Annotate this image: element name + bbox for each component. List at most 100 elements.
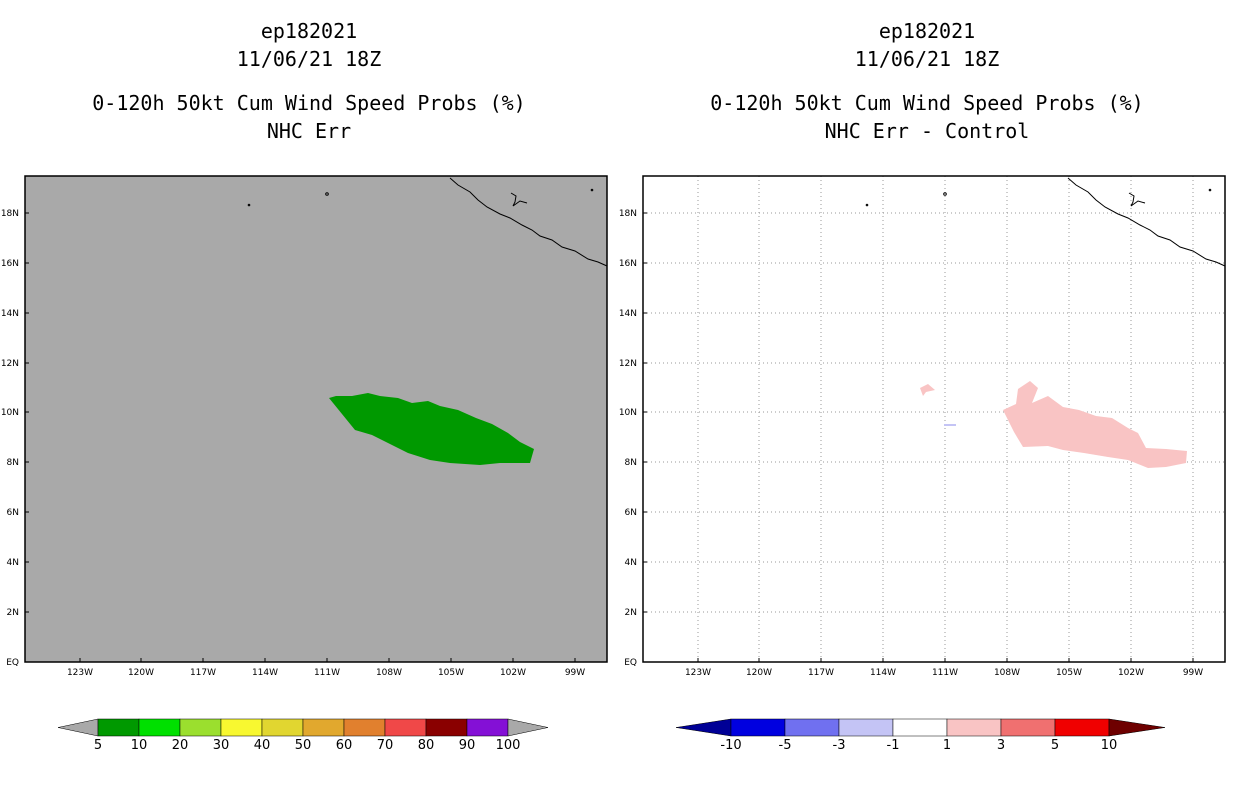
right-lat-label: 4N (625, 558, 637, 568)
right-difference-region-negative (944, 424, 956, 426)
left-colorbar-swatch (343, 718, 386, 737)
left-colorbar-label: 30 (213, 738, 230, 753)
left-colorbar-label: 90 (459, 738, 476, 753)
right-lon-label: 117W (808, 668, 834, 678)
left-title-line-3: 0-120h 50kt Cum Wind Speed Probs (%) (92, 91, 526, 115)
right-lat-label: 16N (619, 259, 637, 269)
right-colorbar-label: 3 (997, 738, 1005, 753)
right-difference-region-main (1003, 381, 1187, 468)
right-lat-label: 2N (625, 608, 637, 618)
right-lon-label: 108W (994, 668, 1020, 678)
left-lat-label: 12N (1, 359, 19, 369)
left-colorbar-label: 20 (172, 738, 189, 753)
left-lat-labels: 18N 16N 14N 12N 10N 8N 6N 4N 2N EQ (1, 209, 29, 668)
right-lon-label: 114W (870, 668, 896, 678)
right-title-line-4: NHC Err - Control (824, 119, 1030, 143)
right-colorbar-over-triangle (1108, 718, 1166, 737)
left-colorbar-swatch (425, 718, 468, 737)
right-colorbar-label: -1 (887, 738, 900, 753)
right-lon-label: 99W (1183, 668, 1203, 678)
right-lon-label: 102W (1118, 668, 1144, 678)
left-colorbar-label: 50 (295, 738, 312, 753)
right-lat-label: 6N (625, 508, 637, 518)
left-lon-label: 123W (67, 668, 93, 678)
left-probability-region (329, 393, 534, 465)
right-lat-label: 14N (619, 309, 637, 319)
right-title-line-3: 0-120h 50kt Cum Wind Speed Probs (%) (710, 91, 1144, 115)
left-colorbar-label: 100 (496, 738, 521, 753)
right-colorbar-swatch (946, 718, 1002, 737)
left-colorbar-label: 70 (377, 738, 394, 753)
left-coastline (247, 177, 608, 267)
left-colorbar-swatch (138, 718, 181, 737)
left-lon-labels: 123W 120W 117W 114W 111W 108W 105W 102W 99W (67, 658, 585, 678)
right-title-line-2: 11/06/21 18Z (854, 47, 1000, 71)
left-colorbar-swatch (384, 718, 427, 737)
right-lat-label: 8N (625, 458, 637, 468)
left-lat-label: 8N (7, 458, 19, 468)
right-colorbar-swatch (838, 718, 894, 737)
left-title: ep182021 11/06/21 18Z 0-120h 50kt Cum Wi… (0, 17, 618, 145)
left-lat-label: 4N (7, 558, 19, 568)
right-colorbar-label: -10 (720, 738, 741, 753)
right-colorbar-label: -3 (833, 738, 846, 753)
right-gridlines (643, 176, 1225, 662)
right-title: ep182021 11/06/21 18Z 0-120h 50kt Cum Wi… (618, 17, 1236, 145)
right-lat-label: 10N (619, 408, 637, 418)
left-lat-label: 16N (1, 259, 19, 269)
left-lon-label: 108W (376, 668, 402, 678)
left-lat-label: 2N (7, 608, 19, 618)
right-lat-labels: 18N 16N 14N 12N 10N 8N 6N 4N 2N EQ (619, 209, 647, 668)
left-lat-label: 14N (1, 309, 19, 319)
left-lon-label: 99W (565, 668, 585, 678)
left-colorbar-label: 40 (254, 738, 271, 753)
right-colorbar-label: 10 (1101, 738, 1118, 753)
left-lat-label: 6N (7, 508, 19, 518)
left-colorbar-label: 10 (131, 738, 148, 753)
left-map-frame (24, 175, 608, 663)
left-title-line-2: 11/06/21 18Z (236, 47, 382, 71)
right-colorbar-label: 1 (943, 738, 951, 753)
left-colorbar-swatch (466, 718, 509, 737)
left-lon-label: 111W (314, 668, 340, 678)
left-colorbar-under-triangle (57, 718, 99, 737)
right-colorbar-label: 5 (1051, 738, 1059, 753)
right-lon-label: 120W (746, 668, 772, 678)
right-colorbar-under-triangle (675, 718, 732, 737)
left-lat-label: 18N (1, 209, 19, 219)
right-colorbar-swatch (892, 718, 948, 737)
left-colorbar: 5 10 20 30 40 50 60 70 80 90 100 (57, 718, 549, 753)
left-colorbar-swatch (97, 718, 140, 737)
left-colorbar-swatch (302, 718, 345, 737)
right-colorbar-swatch (784, 718, 840, 737)
right-colorbar-swatch (1054, 718, 1110, 737)
left-title-line-1: ep182021 (260, 19, 358, 43)
right-lon-label: 105W (1056, 668, 1082, 678)
left-lat-label: EQ (6, 658, 19, 668)
left-lon-label: 114W (252, 668, 278, 678)
left-colorbar-swatch (220, 718, 263, 737)
right-colorbar-swatch (1000, 718, 1056, 737)
left-colorbar-swatch (179, 718, 222, 737)
left-lon-label: 117W (190, 668, 216, 678)
right-title-line-1: ep182021 (878, 19, 976, 43)
right-lat-label: 18N (619, 209, 637, 219)
right-lon-label: 123W (685, 668, 711, 678)
left-colorbar-label: 60 (336, 738, 353, 753)
right-colorbar-swatch (730, 718, 786, 737)
right-lon-labels: 123W 120W 117W 114W 111W 108W 105W 102W 99W (685, 658, 1203, 678)
right-map-frame (642, 175, 1226, 663)
right-map-background (643, 176, 1225, 662)
left-colorbar-label: 5 (94, 738, 102, 753)
right-colorbar-label: -5 (779, 738, 792, 753)
right-difference-region-small (920, 384, 935, 396)
right-lat-label: 12N (619, 359, 637, 369)
left-colorbar-swatch (261, 718, 304, 737)
left-title-line-4: NHC Err (266, 119, 352, 143)
right-lat-label: EQ (624, 658, 637, 668)
left-lon-label: 120W (128, 668, 154, 678)
left-lat-label: 10N (1, 408, 19, 418)
left-lon-label: 105W (438, 668, 464, 678)
right-colorbar: -10 -5 -3 -1 1 3 5 10 (675, 718, 1166, 753)
